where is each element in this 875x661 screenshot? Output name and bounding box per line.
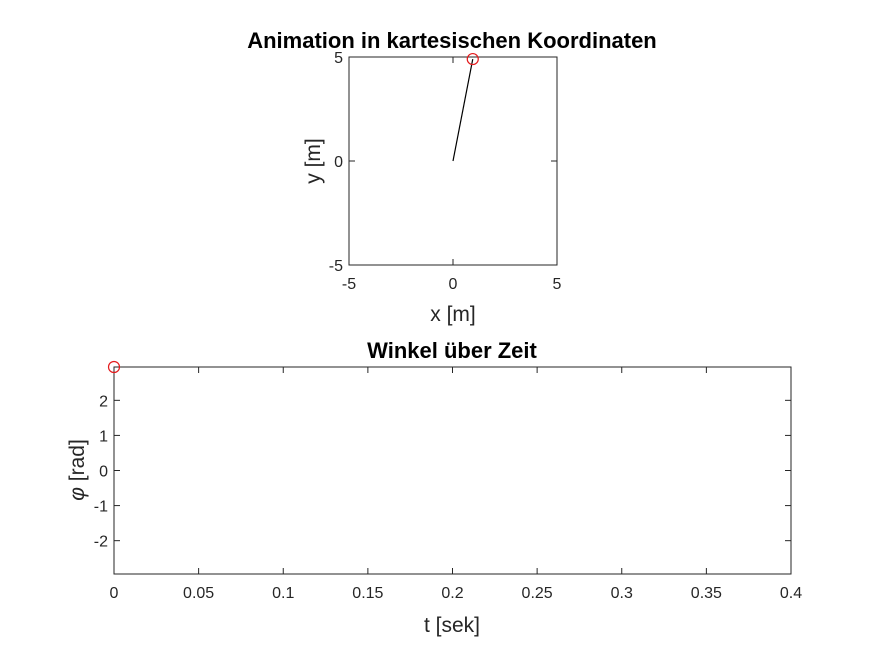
y-axis-label-angle: φ [rad] — [66, 439, 89, 501]
subplot-cartesian: Animation in kartesischen Koordinaten -5… — [247, 28, 657, 326]
angle-x-tick-label-1: 0.05 — [183, 585, 214, 602]
chart-title-angle: Winkel über Zeit — [367, 338, 537, 363]
angle-x-tick-label-8: 0.4 — [780, 585, 802, 602]
cartesian-x-tick-label-0: -5 — [342, 276, 356, 293]
angle-y-tick-label-2: 0 — [99, 464, 108, 481]
cartesian-y-tick-label-1: 0 — [334, 154, 343, 171]
cartesian-x-tick-label-2: 5 — [553, 276, 562, 293]
y-axis-label-cartesian: y [m] — [302, 138, 325, 184]
angle-x-tick-label-3: 0.15 — [352, 585, 383, 602]
y-axis-label-unit: [rad] — [66, 439, 89, 487]
angle-x-tick-label-2: 0.1 — [272, 585, 294, 602]
x-axis-label-cartesian: x [m] — [430, 303, 476, 326]
cartesian-x-tick-label-1: 0 — [449, 276, 458, 293]
angle-x-tick-label-6: 0.3 — [611, 585, 633, 602]
angle-x-tick-label-5: 0.25 — [522, 585, 553, 602]
plot-box-angle — [113, 366, 792, 575]
angle-y-tick-label-4: 2 — [99, 393, 108, 410]
angle-y-tick-label-3: 1 — [99, 428, 108, 445]
pendulum-bob-marker — [466, 52, 479, 66]
cartesian-y-tick-label-2: 5 — [334, 50, 343, 67]
y-axis-label-symbol: φ — [66, 487, 89, 501]
angle-y-tick-label-0: -2 — [94, 534, 108, 551]
subplot-angle: Winkel über Zeit 0 0.05 0.1 0.15 0.2 0.25 0.3 0… — [66, 338, 802, 637]
chart-title-cartesian: Animation in kartesischen Koordinaten — [247, 28, 657, 53]
angle-x-tick-label-4: 0.2 — [441, 585, 463, 602]
x-axis-label-angle: t [sek] — [424, 614, 480, 637]
axes-angle: 0 0.05 0.1 0.15 0.2 0.25 0.3 0.35 0.4 -2 -1 0 1 2 — [94, 360, 802, 602]
axes-cartesian: -5 0 5 -5 0 5 — [329, 50, 562, 293]
angle-current-marker — [107, 360, 121, 374]
cartesian-y-tick-label-0: -5 — [329, 258, 343, 275]
angle-y-tick-label-1: -1 — [94, 499, 108, 516]
pendulum-rod-line — [452, 58, 474, 162]
angle-x-tick-label-7: 0.35 — [691, 585, 722, 602]
angle-x-tick-label-0: 0 — [110, 585, 119, 602]
